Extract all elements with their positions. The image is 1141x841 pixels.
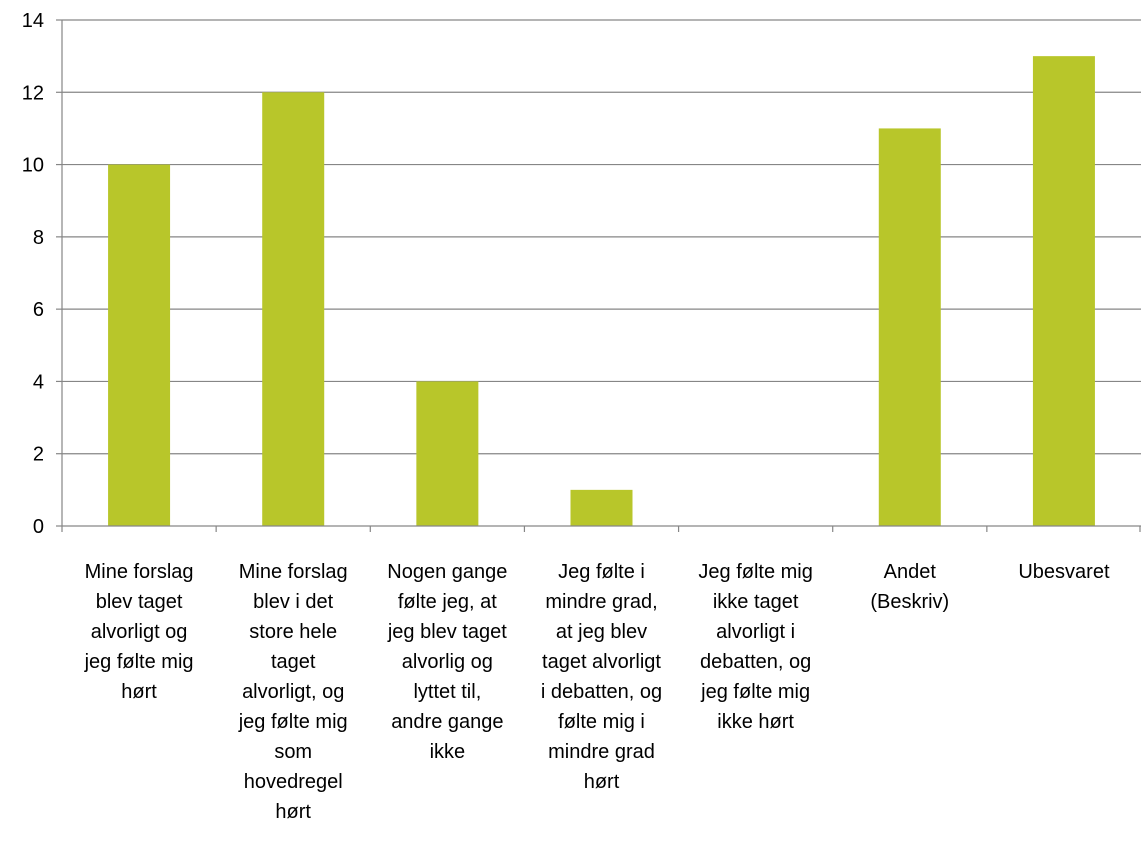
- bars: [108, 56, 1095, 527]
- x-tick-label-line: ikke hørt: [717, 711, 794, 733]
- x-tick-label-line: debatten, og: [700, 651, 811, 673]
- x-tick-label-line: Jeg følte mig: [698, 561, 812, 583]
- x-tick-label: Ubesvaret: [1018, 561, 1110, 583]
- x-tick-label-line: ikke taget: [713, 591, 799, 613]
- x-tick-label-line: Nogen gange: [387, 561, 507, 583]
- x-tick-label: Mine forslag blev taget alvorligt og jeg fø…: [84, 561, 194, 703]
- x-tick-label-line: lyttet til,: [413, 681, 481, 703]
- x-tick-label-line: følte jeg, at: [398, 591, 497, 613]
- x-tick-label: Jeg følte mig ikke taget alvorligt i debatt…: [698, 561, 812, 733]
- x-tick-label-line: alvorligt, og: [242, 681, 344, 703]
- x-tick-label-line: at jeg blev: [556, 621, 647, 643]
- x-tick-label-line: jeg følte mig: [700, 681, 810, 703]
- bar: [262, 92, 325, 527]
- x-tick-label-line: jeg følte mig: [238, 711, 348, 733]
- x-tick-label-line: i debatten, og: [541, 681, 662, 703]
- x-tick-label-line: som: [274, 741, 312, 763]
- y-tick-label: 14: [22, 10, 44, 32]
- bar: [878, 128, 941, 526]
- bar: [108, 164, 171, 527]
- x-tick-label-line: taget: [271, 651, 316, 673]
- x-tick-label-line: Mine forslag: [239, 561, 348, 583]
- x-tick-label-line: mindre grad: [548, 741, 655, 763]
- x-tick-label-line: jeg følte mig: [84, 651, 194, 673]
- x-tick-label-line: Ubesvaret: [1018, 561, 1110, 583]
- bar: [570, 489, 633, 526]
- y-tick-label: 6: [33, 299, 44, 321]
- x-tick-label-line: hørt: [584, 771, 620, 793]
- y-axis-tick-labels: 0 2 4 6 8 10 12 14: [22, 10, 44, 538]
- bar: [416, 381, 479, 526]
- axes: [56, 19, 1141, 532]
- x-tick-label-line: taget alvorligt: [542, 651, 661, 673]
- x-tick-label-line: alvorligt og: [91, 621, 188, 643]
- x-tick-label-line: (Beskriv): [870, 591, 949, 613]
- x-tick-label-line: Andet: [884, 561, 937, 583]
- y-tick-label: 0: [33, 516, 44, 538]
- x-tick-label-line: alvorligt i: [716, 621, 795, 643]
- bar: [1032, 56, 1095, 527]
- y-tick-label: 12: [22, 82, 44, 104]
- x-tick-label-line: følte mig i: [558, 711, 645, 733]
- x-tick-label: Jeg følte i mindre grad, at jeg blev taget …: [541, 561, 662, 793]
- y-tick-label: 2: [33, 444, 44, 466]
- x-axis-category-labels: Mine forslag blev taget alvorligt og jeg fø…: [84, 561, 1110, 823]
- x-tick-label-line: alvorlig og: [402, 651, 493, 673]
- x-tick-label-line: store hele: [249, 621, 337, 643]
- x-tick-label-line: Jeg følte i: [558, 561, 645, 583]
- x-tick-label-line: hørt: [275, 801, 311, 823]
- y-tick-label: 8: [33, 227, 44, 249]
- y-tick-label: 10: [22, 155, 44, 177]
- gridlines: [62, 19, 1141, 455]
- x-tick-label-line: hørt: [121, 681, 157, 703]
- x-tick-label-line: blev i det: [253, 591, 333, 613]
- x-tick-label: Mine forslag blev i det store hele taget alv…: [238, 561, 348, 823]
- x-tick-label-line: jeg blev taget: [387, 621, 507, 643]
- y-tick-label: 4: [33, 371, 44, 393]
- x-tick-label-line: ikke: [430, 741, 466, 763]
- x-tick-label-line: blev taget: [96, 591, 183, 613]
- x-tick-label: Andet (Beskriv): [870, 561, 949, 613]
- x-tick-label-line: mindre grad,: [545, 591, 657, 613]
- x-tick-label-line: Mine forslag: [85, 561, 194, 583]
- x-tick-label-line: hovedregel: [244, 771, 343, 793]
- x-tick-label: Nogen gange følte jeg, at jeg blev taget al…: [387, 561, 508, 763]
- x-tick-label-line: andre gange: [391, 711, 503, 733]
